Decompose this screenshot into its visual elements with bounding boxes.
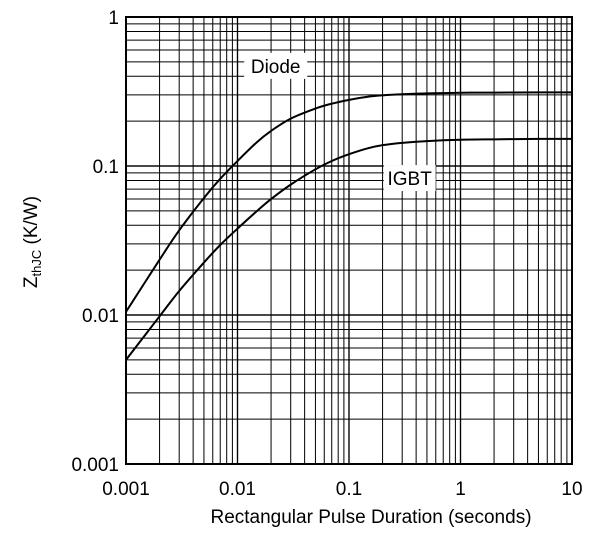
x-tick-label: 0.01 xyxy=(219,479,256,500)
x-tick-label: 1 xyxy=(455,479,466,500)
grid xyxy=(125,16,573,465)
series-label-igbt: IGBT xyxy=(387,169,432,190)
y-tick-label: 0.001 xyxy=(71,455,119,476)
series-line-igbt xyxy=(125,137,573,361)
y-tick-label: 0.01 xyxy=(82,306,119,327)
y-axis-label-main: Z xyxy=(21,276,42,288)
x-tick-label: 0.001 xyxy=(102,479,150,500)
curves xyxy=(125,91,573,361)
series-label-diode: Diode xyxy=(251,57,301,78)
x-tick-label: 0.1 xyxy=(336,479,362,500)
y-axis-label-sub: thJC xyxy=(29,250,44,277)
x-axis-label: Rectangular Pulse Duration (seconds) xyxy=(210,507,531,528)
plot-frame xyxy=(125,16,573,465)
annotation-bg xyxy=(383,165,436,192)
series-line-diode xyxy=(125,91,573,313)
annotations: Diode IGBT xyxy=(244,52,436,192)
y-tick-labels: 0.001 0.01 0.1 1 xyxy=(71,8,119,476)
y-tick-label: 0.1 xyxy=(93,157,119,178)
x-tick-label: 10 xyxy=(561,479,582,500)
y-tick-label: 1 xyxy=(108,8,119,29)
y-axis-label-unit: (K/W) xyxy=(21,196,42,250)
x-tick-labels: 0.001 0.01 0.1 1 10 xyxy=(102,479,582,500)
annotation-bg xyxy=(244,52,308,79)
y-axis-label: ZthJC (K/W) xyxy=(21,196,44,288)
